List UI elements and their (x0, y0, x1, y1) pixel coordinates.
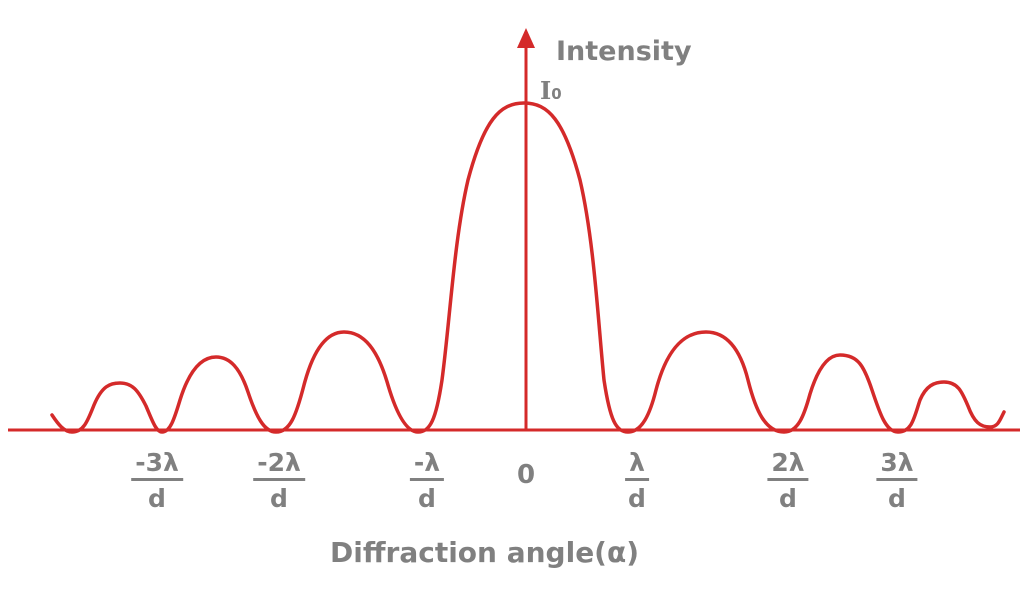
intensity-curve (50, 101, 1006, 434)
tick-denominator: d (628, 484, 646, 513)
tick-denominator: d (270, 484, 288, 513)
tick-denominator: d (779, 484, 797, 513)
fraction-bar (253, 478, 305, 481)
tick-denominator: d (148, 484, 166, 513)
tick-label-pos-2: 2λ d (767, 448, 809, 513)
peak-label-subscript: 0 (551, 85, 562, 103)
tick-numerator: 2λ (771, 448, 805, 477)
tick-numerator: -2λ (257, 448, 301, 477)
y-axis-arrow-icon (517, 28, 535, 48)
tick-denominator: d (418, 484, 436, 513)
tick-label-neg-2: -2λ d (253, 448, 305, 513)
tick-numerator: 3λ (880, 448, 914, 477)
tick-denominator: d (888, 484, 906, 513)
tick-label-pos-1: λ d (625, 448, 649, 513)
fraction-bar (131, 478, 183, 481)
tick-label-zero: 0 (517, 460, 536, 490)
tick-numerator: -3λ (135, 448, 179, 477)
fraction-bar (876, 478, 918, 481)
y-axis-label: Intensity (556, 36, 692, 67)
tick-label-pos-3: 3λ d (876, 448, 918, 513)
tick-label-neg-1: -λ d (409, 448, 445, 513)
x-axis-label: Diffraction angle(α) (330, 536, 640, 569)
tick-numerator: λ (629, 448, 645, 477)
fraction-bar (767, 478, 809, 481)
fraction-bar (625, 478, 649, 481)
fraction-bar (409, 478, 445, 481)
tick-numerator: -λ (413, 448, 441, 477)
peak-intensity-label: I0 (540, 76, 562, 105)
peak-label-main: I (540, 76, 552, 105)
tick-label-neg-3: -3λ d (131, 448, 183, 513)
